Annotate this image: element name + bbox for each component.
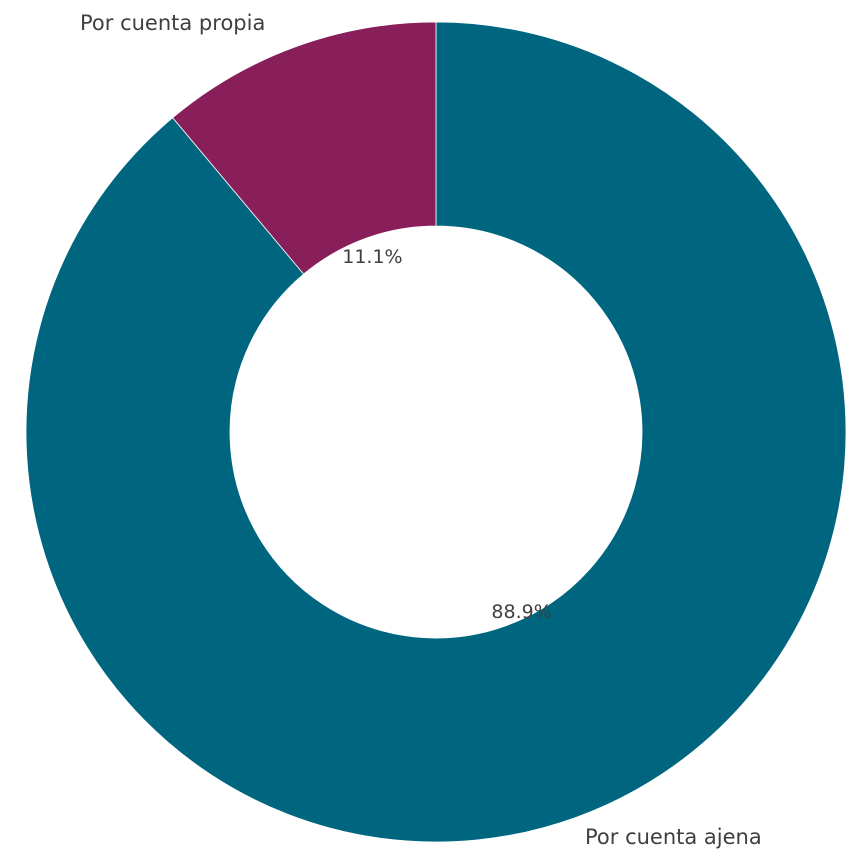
- value-label-por-cuenta-ajena: 88.9%: [491, 601, 551, 623]
- category-label-por-cuenta-ajena: Por cuenta ajena: [585, 825, 762, 849]
- donut-slices: [25, 21, 846, 843]
- slice-por-cuenta-propia: [172, 21, 437, 275]
- donut-labels: 88.9% Por cuenta ajena 11.1% Por cuenta pro…: [80, 11, 762, 849]
- value-label-por-cuenta-propia: 11.1%: [342, 246, 402, 268]
- category-label-por-cuenta-propia: Por cuenta propia: [80, 11, 265, 35]
